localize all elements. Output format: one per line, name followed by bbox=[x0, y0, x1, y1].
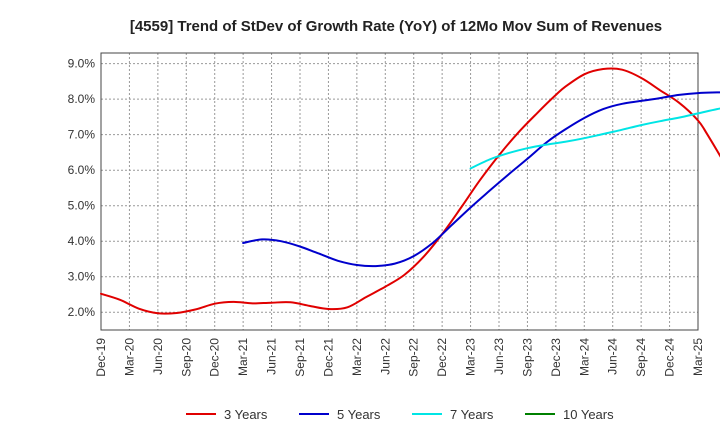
plot-frame bbox=[100, 52, 699, 331]
x-tick-label: Jun-21 bbox=[265, 338, 279, 375]
x-tick-label: Dec-21 bbox=[321, 338, 335, 377]
y-tick-label: 2.0% bbox=[68, 305, 96, 319]
series-line-7-years bbox=[469, 107, 720, 170]
x-tick-label: Dec-23 bbox=[549, 338, 563, 377]
x-tick-label: Jun-20 bbox=[151, 338, 165, 375]
x-tick-label: Sep-21 bbox=[293, 338, 307, 377]
legend-label-10-years: 10 Years bbox=[563, 407, 614, 422]
x-tick-label: Dec-19 bbox=[94, 338, 108, 377]
legend: 3 Years 5 Years 7 Years 10 Years bbox=[186, 407, 614, 422]
x-tick-label: Sep-22 bbox=[407, 338, 421, 377]
legend-label-3-years: 3 Years bbox=[224, 407, 268, 422]
series-line-5-years bbox=[242, 91, 720, 268]
y-tick-label: 3.0% bbox=[68, 270, 96, 284]
plot-background bbox=[101, 53, 698, 330]
y-tick-label: 7.0% bbox=[68, 128, 96, 142]
x-tick-label: Dec-24 bbox=[663, 338, 677, 377]
y-tick-label: 6.0% bbox=[68, 163, 96, 177]
x-tick-label: Jun-23 bbox=[492, 338, 506, 375]
x-tick-label: Mar-25 bbox=[691, 338, 705, 376]
legend-label-5-years: 5 Years bbox=[337, 407, 381, 422]
x-tick-label: Sep-23 bbox=[520, 338, 534, 377]
x-tick-label: Mar-23 bbox=[464, 338, 478, 376]
legend-label-7-years: 7 Years bbox=[450, 407, 494, 422]
x-tick-label: Sep-20 bbox=[179, 338, 193, 377]
x-tick-label: Jun-22 bbox=[378, 338, 392, 375]
y-tick-label: 9.0% bbox=[68, 57, 96, 71]
x-tick-label: Mar-22 bbox=[350, 338, 364, 376]
x-tick-label: Dec-22 bbox=[435, 338, 449, 377]
series-line-3-years bbox=[100, 67, 720, 315]
x-tick-label: Sep-24 bbox=[634, 338, 648, 377]
x-tick-label: Jun-24 bbox=[606, 338, 620, 375]
x-tick-label: Mar-20 bbox=[122, 338, 136, 376]
x-tick-label: Mar-21 bbox=[236, 338, 250, 376]
x-tick-label: Mar-24 bbox=[577, 338, 591, 376]
chart-title: [4559] Trend of StDev of Growth Rate (Yo… bbox=[130, 18, 662, 35]
x-tick-label: Dec-20 bbox=[208, 338, 222, 377]
y-tick-label: 5.0% bbox=[68, 199, 96, 213]
y-tick-label: 4.0% bbox=[68, 234, 96, 248]
plot-area: 2.0% 3.0% 4.0% 5.0% 6.0% 7.0% 8.0% 9.0% Dec-19 Ma… bbox=[68, 52, 720, 377]
y-tick-label: 8.0% bbox=[68, 92, 96, 106]
